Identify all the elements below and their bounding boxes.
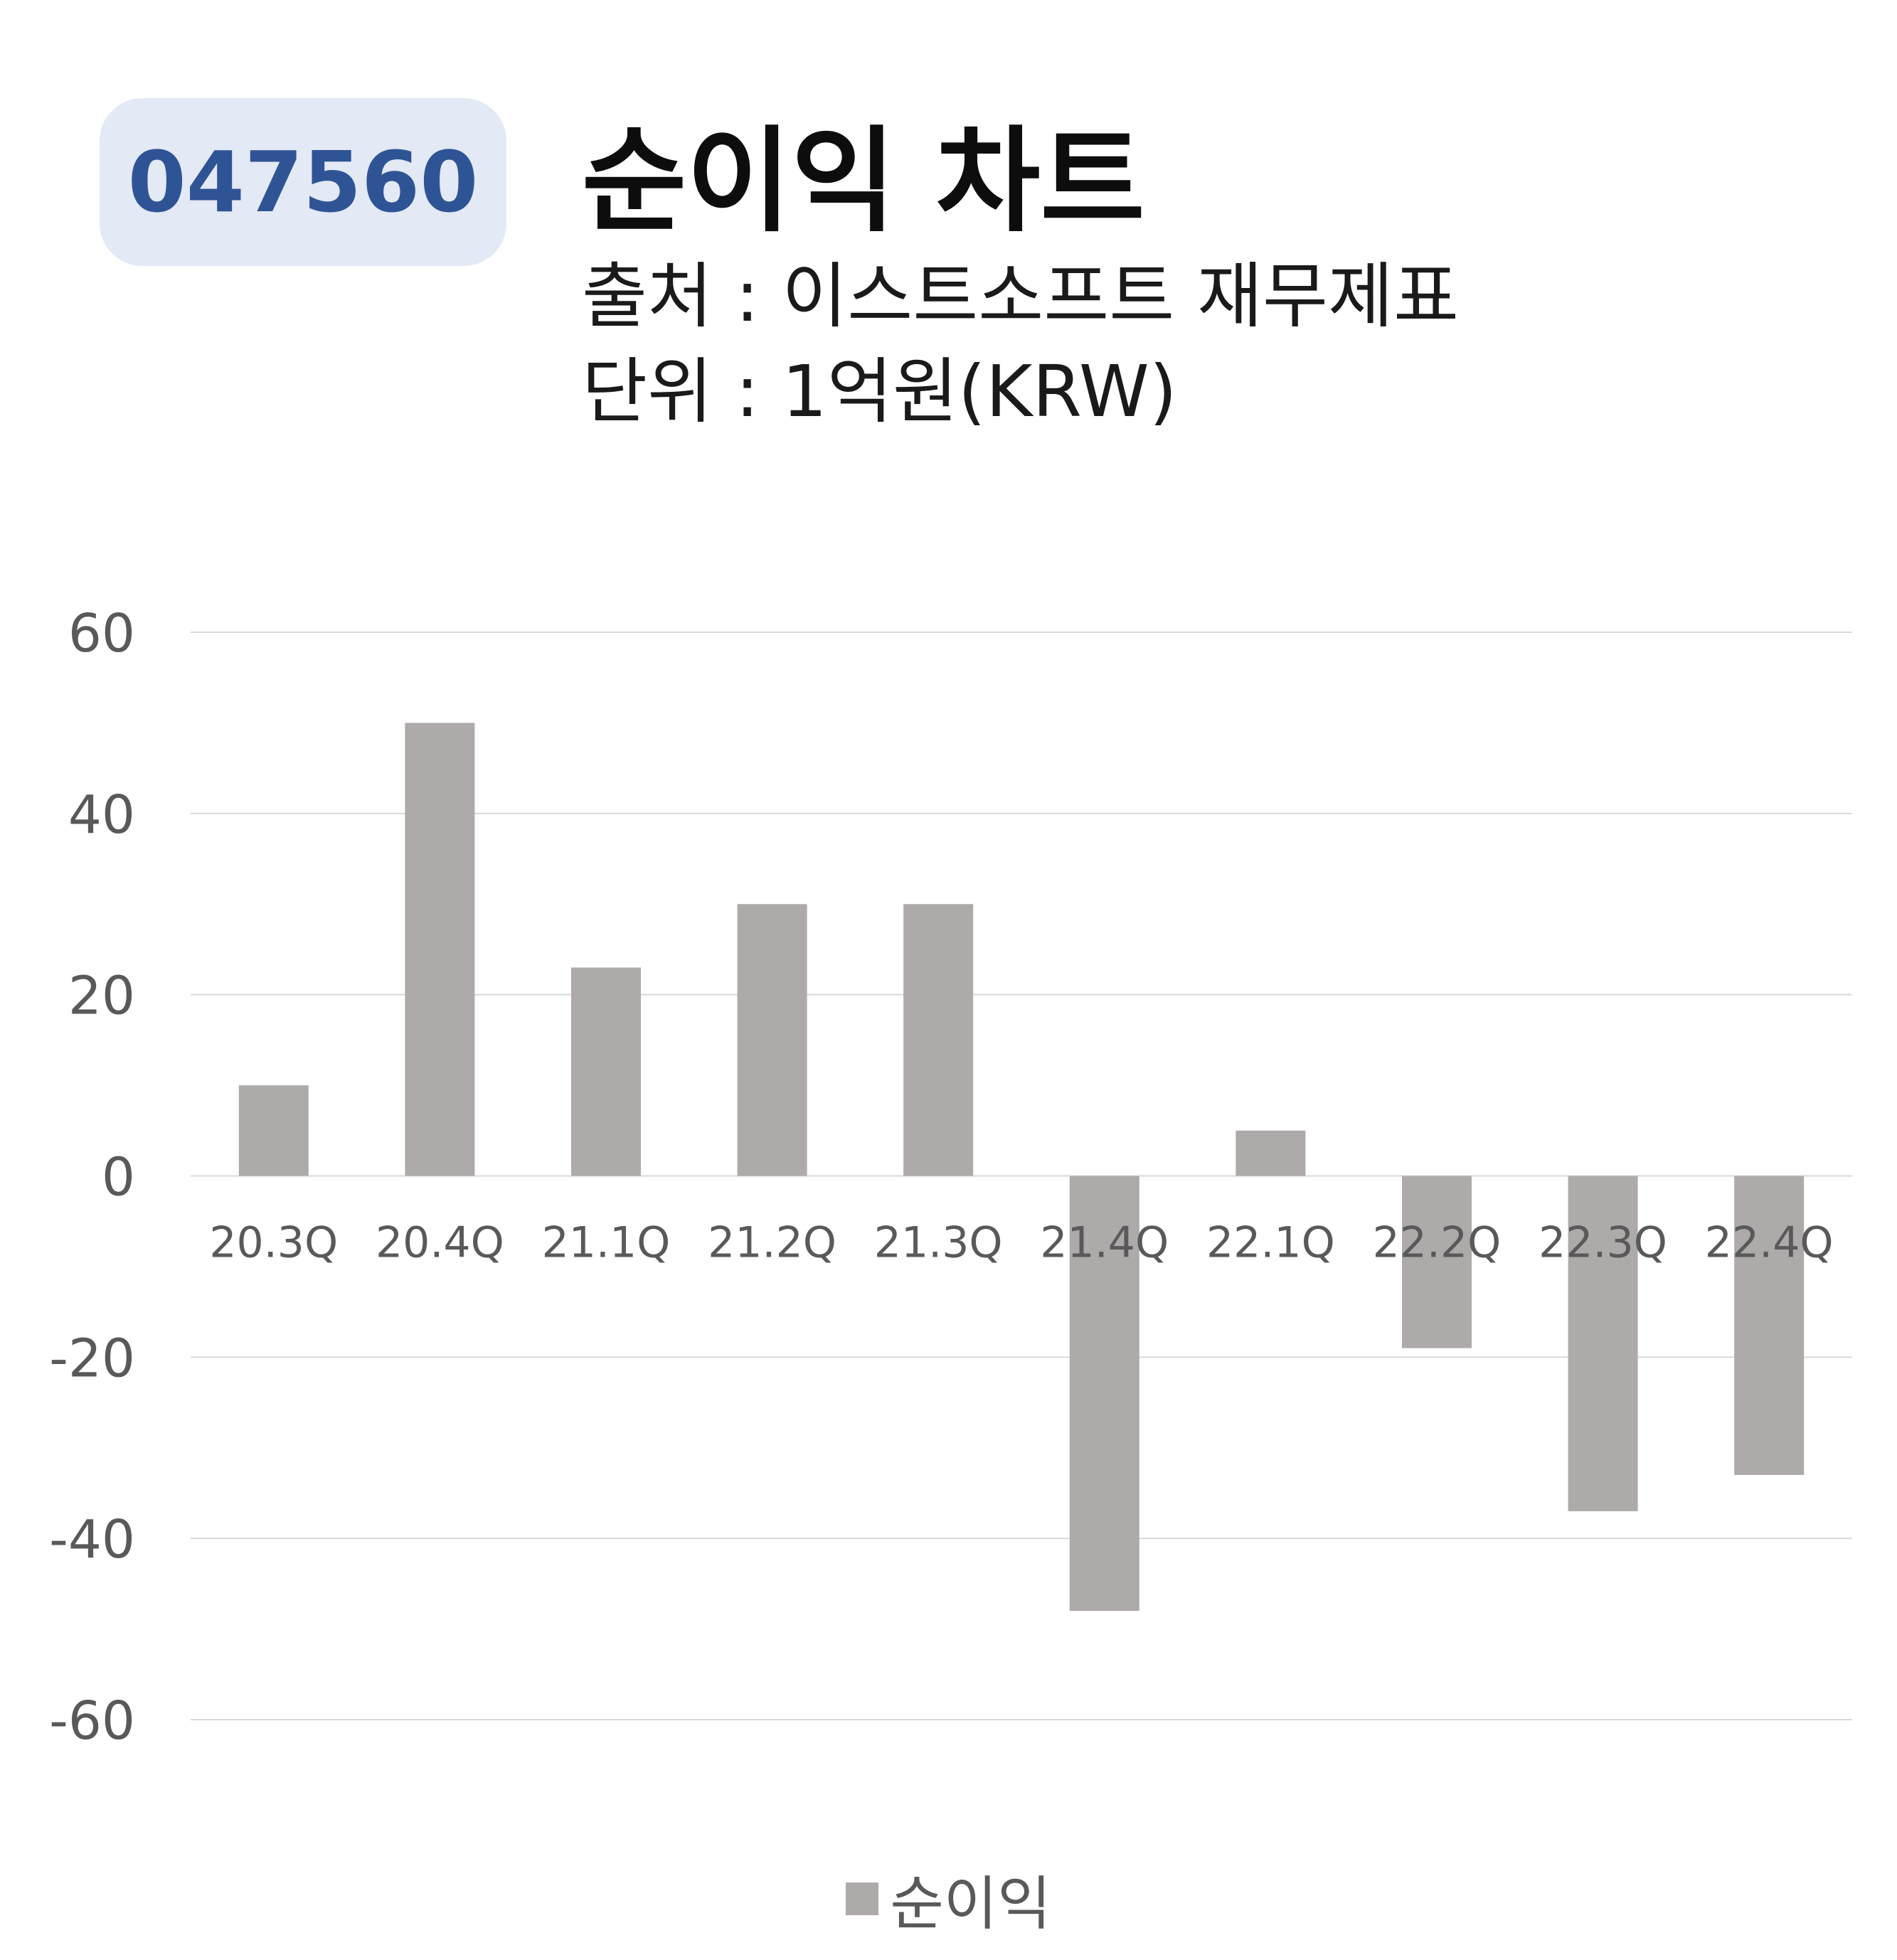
bar-21.4Q <box>1069 1176 1139 1612</box>
y-tick-label: -40 <box>49 1509 135 1570</box>
title-block: 순이익 차트 출처 : 이스트소프트 재무제표 단위 : 1억원(KRW) <box>582 114 1459 440</box>
x-axis-ticks: 20.3Q 20.4Q 21.1Q 21.2Q 21.3Q 21.4Q 22.1Q 22.2Q… <box>209 1218 1833 1268</box>
x-tick-label: 21.2Q <box>708 1218 836 1268</box>
bar-20.4Q <box>405 723 475 1176</box>
bar-22.4Q <box>1734 1176 1805 1475</box>
legend: 순이익 <box>0 1856 1897 1941</box>
bar-22.2Q <box>1402 1176 1472 1348</box>
bar-21.2Q <box>737 904 807 1176</box>
bar-21.3Q <box>903 904 974 1176</box>
y-tick-label: 40 <box>68 784 135 846</box>
x-tick-label: 21.1Q <box>542 1218 671 1268</box>
legend-label: 순이익 <box>890 1870 1051 1938</box>
bar-21.1Q <box>571 967 641 1176</box>
x-tick-label: 20.4Q <box>376 1218 504 1268</box>
x-tick-label: 22.1Q <box>1206 1218 1335 1268</box>
x-tick-label: 21.3Q <box>874 1218 1003 1268</box>
chart-title: 순이익 차트 <box>582 114 1145 247</box>
ticker-badge: 047560 <box>100 98 506 266</box>
y-tick-label: -60 <box>49 1690 135 1752</box>
source-text: 출처 : 이스트소프트 재무제표 <box>582 255 1460 338</box>
x-tick-label: 22.3Q <box>1539 1218 1667 1268</box>
bars <box>238 723 1805 1612</box>
bar-chart: 60 40 20 0 -20 -40 -60 20.3Q 20.4Q 21.1Q 21.2Q 21.… <box>49 603 1852 1752</box>
x-tick-label: 20.3Q <box>209 1218 338 1268</box>
y-tick-label: 20 <box>68 966 135 1027</box>
y-axis-ticks: 60 40 20 0 -20 -40 -60 <box>49 603 135 1752</box>
bar-22.1Q <box>1236 1130 1306 1176</box>
y-tick-label: 0 <box>102 1147 135 1208</box>
unit-text: 단위 : 1억원(KRW) <box>582 350 1177 433</box>
x-tick-label: 22.2Q <box>1373 1218 1502 1268</box>
bar-22.3Q <box>1568 1176 1638 1511</box>
y-tick-label: 60 <box>68 603 135 664</box>
legend-swatch <box>846 1882 879 1915</box>
x-tick-label: 22.4Q <box>1705 1218 1834 1268</box>
bar-20.3Q <box>238 1085 309 1176</box>
y-tick-label: -20 <box>49 1328 135 1389</box>
x-tick-label: 21.4Q <box>1040 1218 1169 1268</box>
